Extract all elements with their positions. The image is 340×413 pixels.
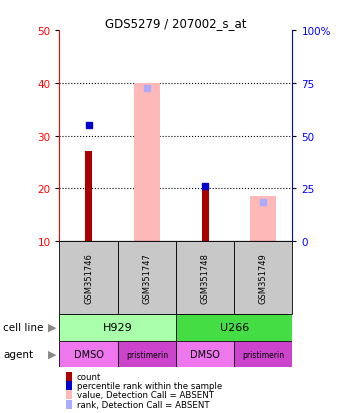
Bar bbox=[234, 242, 292, 314]
Text: GSM351746: GSM351746 bbox=[84, 252, 93, 303]
Text: H929: H929 bbox=[103, 322, 133, 332]
Text: U266: U266 bbox=[220, 322, 249, 332]
Bar bbox=[85, 152, 92, 242]
Text: ▶: ▶ bbox=[48, 322, 56, 332]
Bar bbox=[202, 189, 208, 242]
Bar bbox=[250, 197, 276, 242]
Bar bbox=[176, 341, 234, 368]
Text: pristimerin: pristimerin bbox=[126, 350, 168, 358]
Bar bbox=[59, 242, 118, 314]
Text: percentile rank within the sample: percentile rank within the sample bbox=[76, 381, 222, 390]
Text: agent: agent bbox=[3, 349, 34, 359]
Bar bbox=[176, 242, 234, 314]
Text: DMSO: DMSO bbox=[190, 349, 220, 359]
Bar bbox=[234, 341, 292, 368]
Text: GSM351747: GSM351747 bbox=[142, 252, 151, 303]
Text: rank, Detection Call = ABSENT: rank, Detection Call = ABSENT bbox=[76, 400, 209, 409]
Text: pristimerin: pristimerin bbox=[242, 350, 284, 358]
Text: DMSO: DMSO bbox=[74, 349, 104, 359]
Text: GSM351749: GSM351749 bbox=[259, 252, 268, 303]
Bar bbox=[118, 341, 176, 368]
Text: value, Detection Call = ABSENT: value, Detection Call = ABSENT bbox=[76, 390, 214, 399]
Text: count: count bbox=[76, 372, 101, 381]
Text: ▶: ▶ bbox=[48, 349, 56, 359]
Bar bbox=[176, 314, 292, 341]
Text: GSM351748: GSM351748 bbox=[201, 252, 209, 303]
Bar bbox=[59, 341, 118, 368]
Bar bbox=[59, 314, 176, 341]
Text: cell line: cell line bbox=[3, 322, 44, 332]
Title: GDS5279 / 207002_s_at: GDS5279 / 207002_s_at bbox=[105, 17, 247, 30]
Bar bbox=[134, 83, 160, 242]
Bar bbox=[118, 242, 176, 314]
